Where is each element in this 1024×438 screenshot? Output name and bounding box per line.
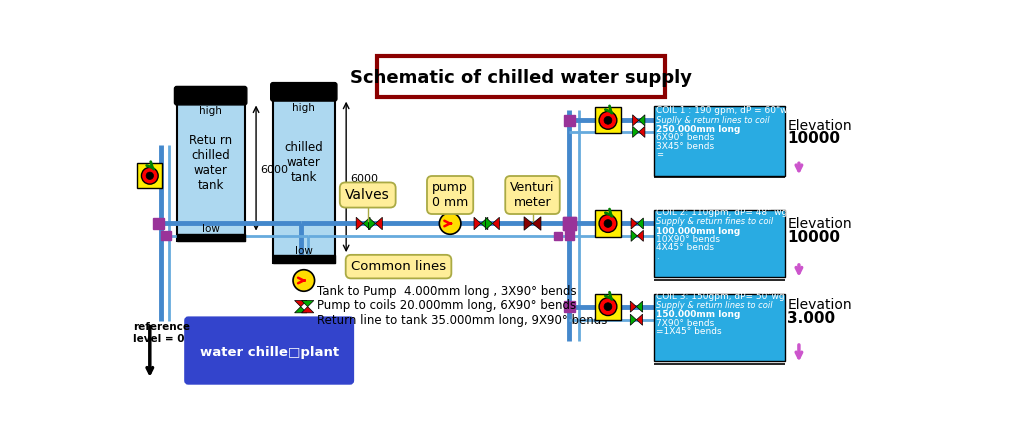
Bar	[563, 217, 575, 230]
Bar	[564, 115, 574, 126]
Polygon shape	[485, 217, 493, 230]
Polygon shape	[369, 217, 376, 230]
Text: Elevation: Elevation	[787, 217, 852, 231]
Text: Tank to Pump  4.000mm long , 3X90° bends: Tank to Pump 4.000mm long , 3X90° bends	[316, 285, 577, 298]
Text: Common lines: Common lines	[351, 260, 446, 273]
Bar	[177, 233, 245, 241]
Polygon shape	[493, 217, 500, 230]
Text: 250.000mm long: 250.000mm long	[656, 125, 740, 134]
Bar	[564, 301, 574, 312]
Text: 6000: 6000	[260, 165, 288, 175]
Text: water chille□plant: water chille□plant	[200, 346, 339, 359]
Bar	[595, 107, 621, 134]
Polygon shape	[633, 126, 639, 138]
Polygon shape	[301, 300, 313, 307]
Text: 6X90° bends: 6X90° bends	[656, 133, 715, 142]
Text: low: low	[202, 224, 219, 234]
Text: 4X45° bends: 4X45° bends	[656, 244, 715, 252]
Bar	[153, 218, 164, 229]
Text: low: low	[295, 246, 312, 256]
Polygon shape	[481, 217, 487, 230]
Text: 100.000mm long: 100.000mm long	[656, 226, 740, 236]
Text: COIL 3: 150gpm, dP= 50"wg: COIL 3: 150gpm, dP= 50"wg	[656, 292, 785, 301]
Text: 3.000: 3.000	[787, 311, 836, 326]
Circle shape	[604, 117, 612, 124]
Polygon shape	[639, 126, 645, 138]
Polygon shape	[639, 115, 645, 126]
Bar	[595, 293, 621, 320]
Text: Supply & return fines to coil: Supply & return fines to coil	[656, 217, 774, 226]
Polygon shape	[637, 314, 643, 325]
Text: COIL 2: 110gpm, dP= 48" wg: COIL 2: 110gpm, dP= 48" wg	[656, 208, 787, 217]
Polygon shape	[474, 217, 481, 230]
Text: Schematic of chilled water supply: Schematic of chilled water supply	[350, 69, 692, 87]
Bar	[273, 255, 335, 263]
Polygon shape	[376, 217, 382, 230]
Text: =: =	[656, 150, 664, 159]
Polygon shape	[631, 218, 637, 229]
Text: reference
level = 0: reference level = 0	[133, 322, 189, 344]
Polygon shape	[631, 301, 637, 312]
Text: chilled
water
tank: chilled water tank	[285, 141, 324, 184]
Polygon shape	[301, 307, 313, 313]
Circle shape	[141, 167, 158, 184]
Text: 10X90° bends: 10X90° bends	[656, 235, 721, 244]
FancyBboxPatch shape	[185, 318, 353, 384]
Polygon shape	[356, 217, 364, 230]
Polygon shape	[637, 218, 643, 229]
Bar	[565, 231, 574, 240]
Circle shape	[439, 213, 461, 234]
Text: 10000: 10000	[787, 230, 841, 245]
Text: Elevation: Elevation	[787, 119, 852, 133]
Text: 6000: 6000	[350, 174, 378, 184]
FancyBboxPatch shape	[270, 83, 337, 101]
Bar	[273, 95, 335, 263]
Text: Supply & return lines to coil: Supply & return lines to coil	[656, 301, 773, 310]
Circle shape	[293, 270, 314, 291]
Bar	[595, 210, 621, 237]
Polygon shape	[637, 301, 643, 312]
Text: =1X45° bends: =1X45° bends	[656, 327, 722, 336]
Text: high: high	[200, 106, 222, 117]
Text: Pump to coils 20.000mm long, 6X90° bends: Pump to coils 20.000mm long, 6X90° bends	[316, 299, 577, 312]
Polygon shape	[295, 300, 307, 307]
Polygon shape	[295, 307, 307, 313]
FancyBboxPatch shape	[174, 86, 247, 105]
Polygon shape	[364, 217, 370, 230]
Bar	[137, 163, 162, 188]
Polygon shape	[631, 230, 637, 241]
Text: pump
0 mm: pump 0 mm	[432, 181, 468, 209]
Polygon shape	[631, 314, 637, 325]
Text: 10000: 10000	[787, 131, 841, 146]
Text: Elevation: Elevation	[787, 298, 852, 312]
Polygon shape	[637, 230, 643, 241]
Circle shape	[599, 298, 616, 315]
Bar	[563, 217, 575, 230]
Text: Venturi
meter: Venturi meter	[510, 181, 555, 209]
Circle shape	[146, 172, 154, 180]
Circle shape	[604, 303, 612, 311]
Text: Suplly & return lines to coil: Suplly & return lines to coil	[656, 116, 770, 125]
Text: 3X45° bends: 3X45° bends	[656, 142, 715, 151]
Text: Retu rn
chilled
water
tank: Retu rn chilled water tank	[189, 134, 232, 192]
Polygon shape	[524, 217, 541, 230]
Text: high: high	[293, 102, 315, 113]
Text: COIL 1 : 190 gpm, dP = 60"wg: COIL 1 : 190 gpm, dP = 60"wg	[656, 106, 794, 115]
Polygon shape	[633, 115, 639, 126]
Text: Valves: Valves	[345, 188, 390, 202]
Circle shape	[604, 219, 612, 227]
Text: 7X90° bends: 7X90° bends	[656, 319, 715, 328]
Text: Return line to tank 35.000mm long, 9X90° bends: Return line to tank 35.000mm long, 9X90°…	[316, 314, 607, 327]
Text: .: .	[656, 252, 659, 261]
FancyBboxPatch shape	[377, 56, 665, 97]
Bar	[654, 210, 785, 277]
Circle shape	[599, 111, 616, 129]
Circle shape	[599, 215, 616, 233]
Bar	[554, 232, 562, 240]
Text: 150.000mm long: 150.000mm long	[656, 311, 740, 319]
Bar	[177, 99, 245, 241]
Bar	[654, 106, 785, 176]
Bar	[654, 293, 785, 361]
Bar	[162, 231, 171, 240]
